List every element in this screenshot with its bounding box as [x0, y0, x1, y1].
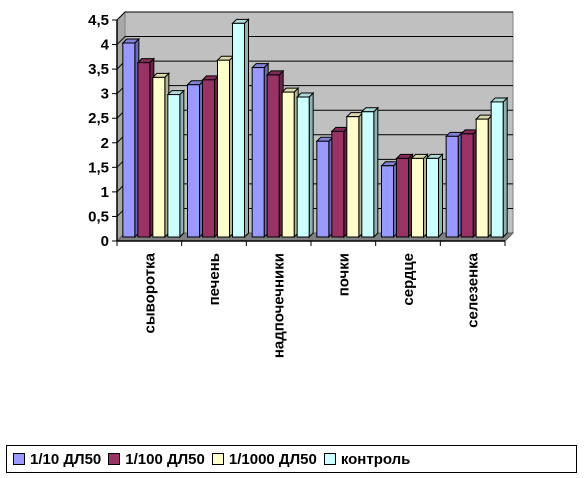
gridline-depth: [116, 11, 126, 21]
bar: [167, 94, 181, 238]
y-tick-label: 3: [101, 86, 109, 103]
legend-label: 1/10 ДЛ50: [30, 450, 102, 468]
bar: [426, 157, 439, 238]
x-category-label: сердце: [400, 253, 417, 306]
y-tick-label: 2: [101, 135, 109, 152]
y-tick-label: 4: [101, 37, 110, 54]
x-category-label: селезенка: [465, 252, 482, 328]
y-tick-label: 0: [101, 233, 109, 250]
x-category-label: почки: [335, 253, 352, 296]
bar: [152, 76, 166, 238]
y-tick-label: 3,5: [88, 61, 109, 78]
legend-swatch: [211, 453, 224, 465]
bar: [232, 22, 245, 238]
legend-label: 1/100 ДЛ50: [125, 450, 205, 468]
gridline-depth: [116, 36, 126, 45]
bar: [445, 135, 459, 238]
y-tick-label: 1,5: [88, 159, 109, 176]
legend-item: 1/100 ДЛ50: [108, 451, 205, 468]
chart: 0 0,5 1 1,5 2 2,5 3 3,5 4 4,5 сыворотка печень надпо…: [88, 10, 515, 358]
legend-item: 1/1000 ДЛ50: [211, 450, 317, 468]
bar: [381, 165, 394, 238]
x-category-label: надпочечники: [271, 253, 288, 358]
bar: [411, 157, 424, 238]
bar: [396, 157, 409, 238]
bar: [137, 62, 151, 238]
bar-side: [502, 96, 508, 239]
bar: [361, 111, 375, 238]
bar: [331, 130, 345, 238]
legend-label: 1/1000 ДЛ50: [228, 450, 317, 468]
bar: [266, 74, 280, 238]
bar: [122, 42, 136, 238]
x-category-label: сыворотка: [141, 252, 158, 333]
bar: [281, 91, 295, 238]
bar-side: [308, 91, 314, 239]
bar-side: [179, 89, 185, 239]
legend-swatch: [323, 453, 336, 465]
bar: [346, 116, 360, 238]
bar: [316, 140, 330, 238]
legend-swatch: [13, 453, 25, 465]
legend-swatch: [108, 453, 121, 465]
legend-label: контроль: [340, 450, 411, 468]
legend-item: контроль: [323, 450, 411, 468]
y-tick-label: 4,5: [88, 12, 109, 29]
bar-side: [438, 153, 443, 239]
x-category-label: печень: [206, 253, 223, 305]
bar: [202, 79, 215, 238]
bar: [296, 96, 310, 238]
legend: 1/10 ДЛ50 1/100 ДЛ50 1/1000 ДЛ50 контроль: [6, 445, 577, 473]
bar: [217, 59, 230, 238]
bar: [251, 67, 265, 238]
y-tick-label: 1: [101, 184, 109, 201]
bar: [460, 133, 474, 238]
bar: [475, 118, 489, 238]
y-tick-label: 0,5: [88, 208, 109, 225]
bar-side: [373, 106, 379, 239]
plot-area: 0 0,5 1 1,5 2 2,5 3 3,5 4 4,5 сыворотка печень надпо…: [88, 10, 515, 358]
y-tick-label: 2,5: [88, 110, 109, 127]
bar-side: [244, 18, 249, 239]
bar: [187, 84, 200, 238]
bar: [490, 101, 504, 238]
legend-item: 1/10 ДЛ50: [13, 451, 101, 468]
